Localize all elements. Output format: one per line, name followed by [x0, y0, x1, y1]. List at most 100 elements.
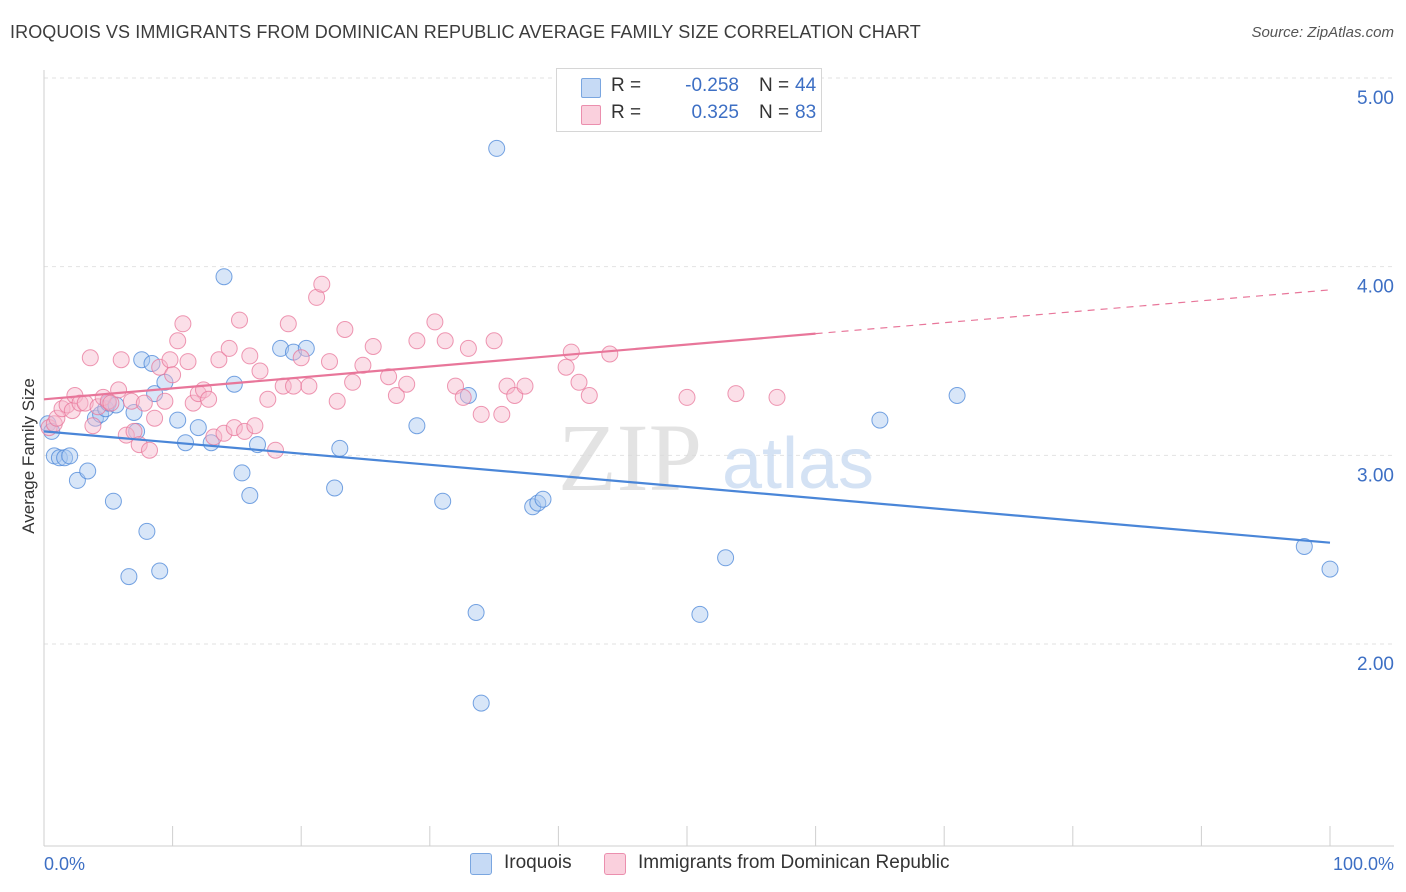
legend-r-label: R =: [611, 75, 642, 96]
dominican-point: [387, 387, 405, 404]
iroquois-point: [61, 447, 79, 465]
dominican-point: [174, 315, 192, 333]
y-tick-labels: 5.00 4.00 3.00 2.00: [1357, 88, 1394, 675]
bottom-legend-swatch-pink: [604, 853, 626, 875]
iroquois-point: [143, 355, 161, 372]
legend-swatch-pink: [581, 105, 601, 125]
dominican-point: [493, 405, 511, 423]
legend-n-label: N =: [759, 75, 790, 96]
bottom-legend-label: Iroquois: [504, 852, 572, 873]
dominican-point: [241, 347, 259, 365]
dominican-point: [727, 385, 745, 403]
dominican-point: [436, 332, 454, 350]
dominican-point: [570, 373, 588, 391]
correlation-legend: R = -0.258 N = 44 R = 0.325 N = 83: [556, 68, 822, 132]
legend-r-label: R =: [611, 102, 642, 123]
dominican-point: [246, 417, 264, 435]
dominican-point: [328, 392, 346, 410]
legend-n-value: 83: [795, 102, 817, 123]
dominican-point: [71, 394, 89, 412]
dominican-point: [251, 362, 269, 380]
iroquois-trend-line: [43, 430, 1331, 544]
iroquois-point: [215, 268, 233, 286]
x-tick-label-right: 100.0%: [1333, 854, 1394, 874]
iroquois-point: [133, 351, 151, 369]
dominican-point: [156, 392, 174, 410]
dominican-point: [380, 368, 398, 386]
bottom-legend-swatch-blue: [470, 853, 492, 875]
dominican-point: [81, 349, 99, 367]
chart-title: IROQUOIS VS IMMIGRANTS FROM DOMINICAN RE…: [10, 22, 921, 42]
iroquois-point: [488, 139, 506, 157]
dominican-point: [84, 417, 102, 435]
dominican-point: [146, 409, 164, 427]
iroquois-point: [331, 439, 349, 457]
dominican-point: [164, 366, 182, 384]
y-tick-label: 4.00: [1357, 277, 1394, 298]
y-axis-title: Average Family Size: [19, 378, 38, 534]
dominican-point: [321, 353, 338, 371]
dominican-trend-line: [43, 332, 816, 401]
iroquois-point: [326, 479, 344, 497]
data-points: [39, 139, 1339, 712]
dominican-point: [112, 351, 130, 369]
dominican-point: [169, 332, 187, 350]
dominican-point: [678, 388, 696, 406]
dominican-point: [89, 398, 107, 416]
dominican-point: [285, 377, 302, 395]
dominican-point: [48, 409, 66, 427]
dominican-point: [398, 375, 416, 393]
watermark-atlas: atlas: [722, 424, 874, 504]
dominican-point: [426, 313, 444, 331]
dominican-point: [225, 419, 243, 437]
dominican-point: [135, 394, 153, 412]
dominican-point: [562, 343, 580, 361]
dominican-point: [141, 441, 158, 459]
dominican-point: [122, 392, 140, 410]
dominican-point: [557, 358, 575, 376]
dominican-point: [459, 339, 477, 357]
iroquois-point: [297, 339, 315, 357]
dominican-point: [179, 353, 197, 371]
legend-r-value: 0.325: [691, 102, 739, 123]
dominican-point: [210, 351, 228, 369]
iroquois-point: [233, 464, 251, 482]
iroquois-point: [871, 411, 889, 429]
dominican-point: [768, 388, 786, 406]
dominican-point: [279, 315, 297, 333]
iroquois-point: [717, 549, 735, 567]
dominican-point: [336, 321, 354, 338]
iroquois-point: [434, 492, 452, 510]
dominican-point: [580, 387, 598, 404]
dominican-point: [454, 388, 472, 406]
y-tick-label: 3.00: [1357, 465, 1394, 486]
iroquois-point: [948, 387, 966, 404]
dominican-point: [292, 349, 310, 367]
iroquois-point: [691, 605, 709, 623]
dominican-point: [259, 390, 277, 408]
dominican-point: [313, 275, 331, 293]
dominican-point: [220, 339, 238, 357]
iroquois-point: [472, 694, 490, 712]
chart-source: Source: ZipAtlas.com: [1251, 24, 1394, 41]
dominican-point: [200, 390, 218, 408]
dominican-point: [601, 345, 619, 363]
dominican-point: [161, 351, 179, 369]
dominican-point: [485, 332, 503, 350]
dominican-point: [231, 311, 248, 329]
dominican-point: [516, 377, 534, 395]
dominican-point: [472, 405, 490, 423]
iroquois-point: [467, 604, 485, 621]
iroquois-point: [79, 462, 97, 480]
iroquois-point: [272, 339, 290, 357]
dominican-point: [364, 338, 382, 355]
dominican-point: [110, 381, 128, 399]
iroquois-point: [1321, 560, 1339, 578]
legend-swatch-blue: [581, 78, 601, 98]
dominican-trend-line-extension: [815, 289, 1331, 335]
dominican-point: [308, 288, 326, 306]
y-tick-label: 5.00: [1357, 88, 1394, 109]
iroquois-point: [408, 417, 426, 435]
iroquois-point: [151, 562, 169, 580]
iroquois-point: [534, 490, 552, 508]
